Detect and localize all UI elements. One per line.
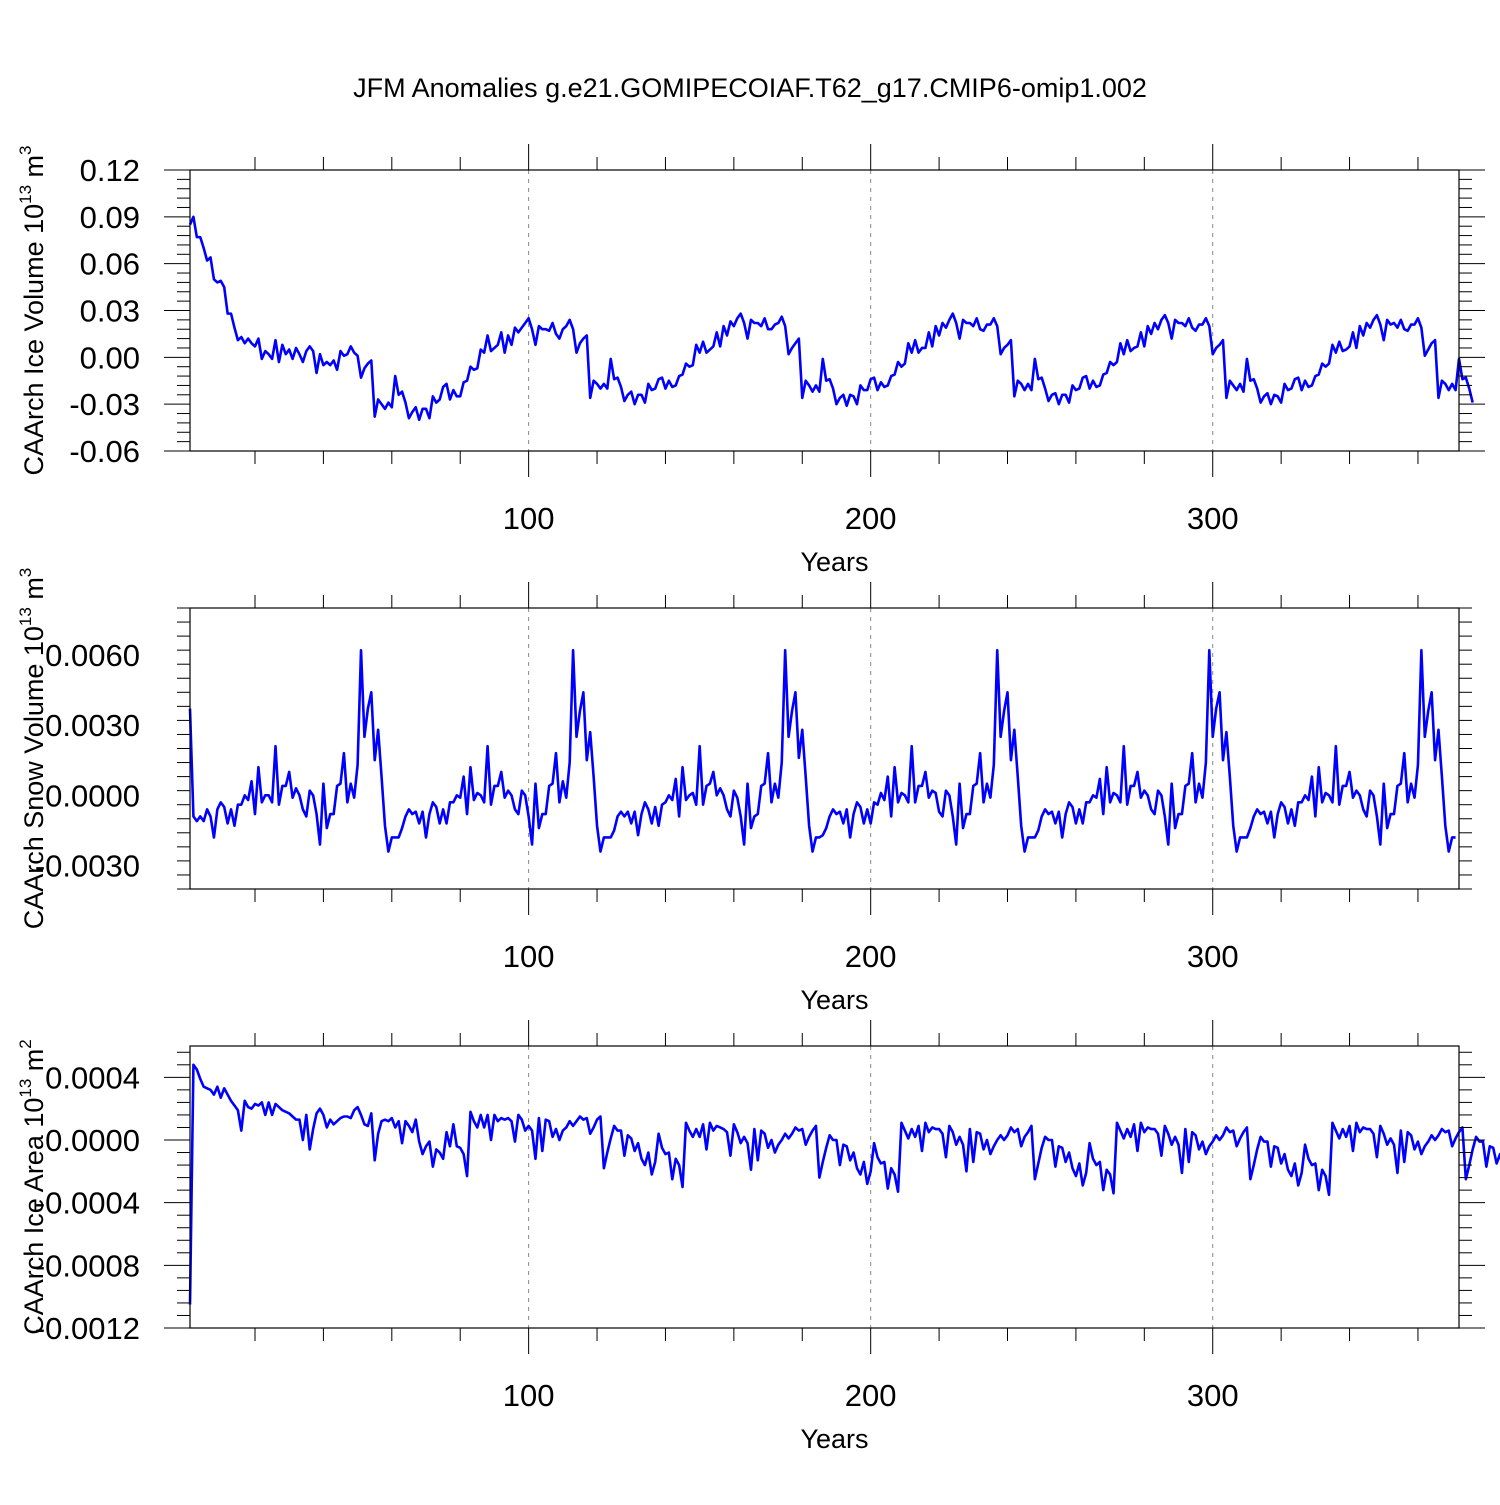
y-tick-label: 0.00 [80,340,140,375]
y-tick-label: 0.0060 [45,638,140,673]
plot-frame [190,1046,1459,1328]
x-tick-label: 100 [503,501,555,536]
y-tick-label: 0.12 [80,153,140,188]
y-axis-label: CAArch Snow Volume 1013 m3 [16,568,49,930]
chart-panels: 100 200 300 0.12 0.09 0.06 0.03 0.00 -0.03 -0.06 Y… [16,144,1500,1454]
y-tick-label: -0.0004 [35,1186,140,1221]
x-tick-label: 100 [503,939,555,974]
series-line [190,650,1456,851]
x-tick-label: 200 [845,1378,897,1413]
x-tick-label: 200 [845,939,897,974]
x-tick-label: 300 [1187,501,1239,536]
y-tick-label: -0.06 [69,434,140,469]
y-tick-label: 0.0030 [45,708,140,743]
y-tick-label: -0.0012 [35,1311,140,1346]
y-tick-label: -0.0008 [35,1248,140,1283]
y-tick-label: 0.0000 [45,778,140,813]
y-tick-label: 0.06 [80,247,140,282]
x-axis-label: Years [800,547,868,577]
series-line [190,1065,1500,1305]
y-tick-label: -0.03 [69,387,140,422]
x-axis-label: Years [800,985,868,1015]
y-tick-label: 0.0000 [45,1123,140,1158]
x-tick-label: 100 [503,1378,555,1413]
panel-1: 100 200 300 0.12 0.09 0.06 0.03 0.00 -0.03 -0.06 Y… [16,144,1485,577]
y-tick-label: 0.03 [80,294,140,329]
x-axis-label: Years [800,1424,868,1454]
plot-frame [190,170,1459,451]
x-tick-label: 300 [1187,939,1239,974]
panel-2: 100 200 300 0.0060 0.0030 0.0000 -0.0030 Years C… [16,568,1472,1015]
series-line [190,217,1473,420]
y-axis-label: CAArch Ice Area 1013 m2 [16,1039,49,1335]
y-tick-label: 0.09 [80,200,140,235]
x-tick-label: 300 [1187,1378,1239,1413]
chart-title: JFM Anomalies g.e21.GOMIPECOIAF.T62_g17.… [353,73,1147,103]
chart-figure: JFM Anomalies g.e21.GOMIPECOIAF.T62_g17.… [0,0,1500,1500]
figure: JFM Anomalies g.e21.GOMIPECOIAF.T62_g17.… [0,0,1500,1500]
y-axis-label: CAArch Ice Volume 1013 m3 [16,145,49,475]
panel-3: 100 200 300 0.0004 0.0000 -0.0004 -0.0008 -0.00… [16,1020,1500,1454]
y-tick-label: 0.0004 [45,1060,140,1095]
x-tick-label: 200 [845,501,897,536]
y-tick-label: -0.0030 [35,849,140,884]
